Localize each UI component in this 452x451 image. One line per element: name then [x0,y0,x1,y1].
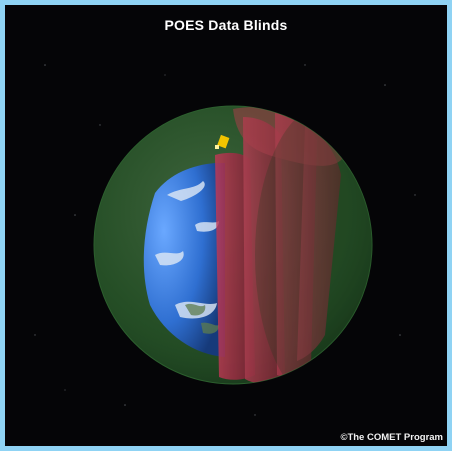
figure-title: POES Data Blinds [164,17,288,33]
globe-illustration [34,64,416,416]
credit-line: ©The COMET Program [340,432,443,443]
poes-illustration: POES Data Blinds ©The COMET Program [5,5,447,446]
data-blinds [215,106,345,384]
satellite-icon [215,134,230,149]
starfield [34,64,416,416]
earth-land [185,303,219,334]
